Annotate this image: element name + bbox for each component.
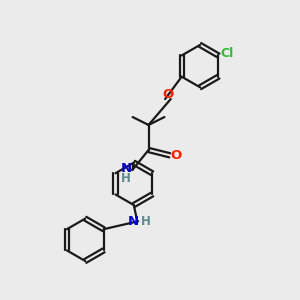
Text: H: H <box>141 215 151 228</box>
Text: N: N <box>128 215 139 228</box>
Text: Cl: Cl <box>220 46 233 60</box>
Text: O: O <box>162 88 174 101</box>
Text: H: H <box>121 172 131 185</box>
Text: N: N <box>120 162 131 175</box>
Text: O: O <box>171 149 182 162</box>
